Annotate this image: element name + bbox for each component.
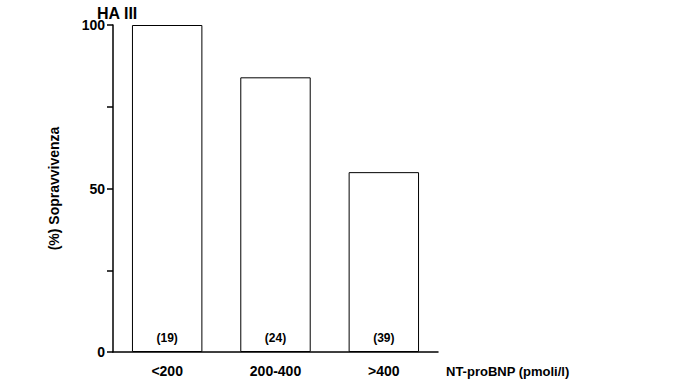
svg-text:<200: <200 xyxy=(151,363,183,379)
svg-text:(39): (39) xyxy=(373,331,394,345)
svg-text:NT-proBNP (pmoli/l): NT-proBNP (pmoli/l) xyxy=(446,364,569,379)
svg-text:100: 100 xyxy=(81,17,105,33)
svg-text:>400: >400 xyxy=(368,363,400,379)
svg-text:HA III: HA III xyxy=(97,5,137,22)
svg-text:0: 0 xyxy=(97,344,105,360)
svg-text:(%) Sopravvivenza: (%) Sopravvivenza xyxy=(46,126,62,250)
svg-text:50: 50 xyxy=(89,181,105,197)
svg-text:(24): (24) xyxy=(265,331,286,345)
svg-text:200-400: 200-400 xyxy=(250,363,302,379)
svg-text:(19): (19) xyxy=(156,331,177,345)
